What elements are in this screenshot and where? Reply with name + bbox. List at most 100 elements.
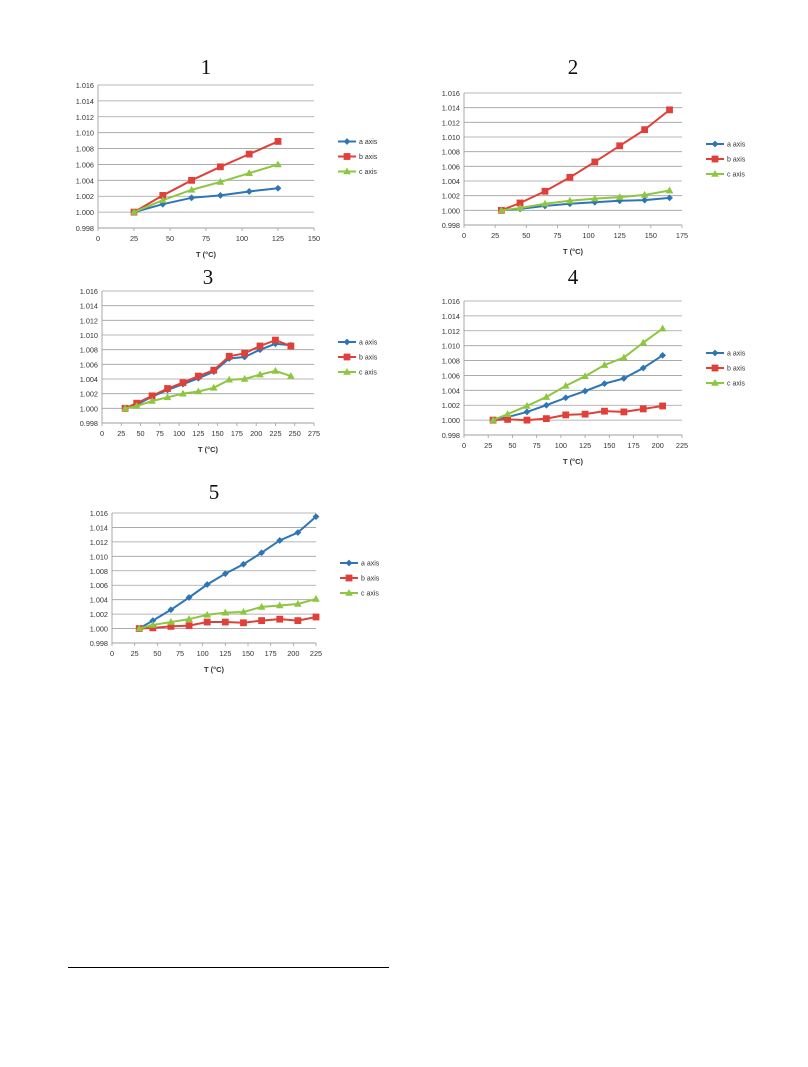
y-tick-label: 1.000 bbox=[442, 416, 460, 425]
data-point-a-axis bbox=[159, 200, 167, 208]
data-point-c-axis bbox=[159, 196, 167, 203]
data-point-b-axis bbox=[148, 392, 156, 400]
data-point-c-axis bbox=[239, 607, 248, 615]
y-tick-label: 1.010 bbox=[90, 552, 108, 561]
data-point-a-axis bbox=[149, 617, 157, 625]
data-point-b-axis bbox=[274, 138, 282, 145]
data-point-b-axis bbox=[666, 106, 673, 114]
data-point-c-axis bbox=[149, 620, 157, 628]
data-point-c-axis bbox=[665, 186, 674, 194]
x-tick-label: 175 bbox=[627, 441, 639, 450]
data-point-a-axis bbox=[542, 401, 550, 409]
data-point-c-axis bbox=[566, 196, 574, 204]
series-line-b-axis bbox=[501, 109, 671, 212]
y-tick-label: 1.008 bbox=[442, 357, 460, 366]
y-tick-label: 1.010 bbox=[80, 331, 98, 340]
data-point-b-axis bbox=[591, 158, 599, 166]
legend-marker bbox=[711, 170, 719, 177]
data-point-a-axis bbox=[294, 529, 302, 536]
x-tick-label: 100 bbox=[236, 234, 248, 243]
x-tick-label: 200 bbox=[652, 441, 664, 450]
data-point-c-axis bbox=[271, 366, 280, 374]
legend-label: b axis bbox=[727, 157, 746, 164]
x-tick-label: 125 bbox=[192, 429, 204, 438]
y-tick-label: 0.998 bbox=[442, 431, 460, 440]
legend-marker bbox=[343, 338, 351, 346]
data-point-c-axis bbox=[294, 600, 302, 607]
data-point-b-axis bbox=[179, 379, 187, 387]
x-tick-label: 175 bbox=[265, 649, 277, 658]
data-point-a-axis bbox=[523, 408, 531, 416]
x-axis-label: T (°C) bbox=[196, 250, 217, 259]
y-tick-label: 1.004 bbox=[76, 176, 94, 185]
y-tick-label: 1.016 bbox=[442, 297, 460, 306]
data-point-b-axis bbox=[245, 150, 253, 158]
data-point-c-axis bbox=[497, 206, 506, 214]
x-tick-label: 225 bbox=[310, 649, 322, 658]
legend-marker bbox=[343, 368, 351, 375]
chart-svg: 1 0.998 1.000 1.002 1.004 1.006 1.008 1.010 1.01… bbox=[76, 55, 378, 259]
legend-label: c axis bbox=[359, 370, 377, 377]
chart-panel-3: 3 0.998 1.000 1.002 1.004 1.006 1.008 1.010 1.01… bbox=[60, 265, 410, 465]
x-tick-label: 25 bbox=[491, 231, 499, 240]
legend-label: c axis bbox=[727, 172, 745, 179]
x-tick-label: 0 bbox=[462, 231, 466, 240]
x-tick-label: 175 bbox=[231, 429, 243, 438]
x-tick-label: 100 bbox=[582, 231, 594, 240]
legend-marker bbox=[345, 574, 353, 582]
data-point-c-axis bbox=[203, 610, 211, 618]
data-point-c-axis bbox=[600, 361, 609, 368]
data-point-b-axis bbox=[159, 192, 167, 199]
y-tick-label: 0.998 bbox=[76, 224, 94, 233]
x-tick-label: 125 bbox=[272, 234, 284, 243]
data-point-a-axis bbox=[221, 570, 229, 578]
x-tick-label: 0 bbox=[110, 649, 114, 658]
x-tick-label: 125 bbox=[579, 441, 591, 450]
x-axis-label: T (°C) bbox=[198, 445, 219, 454]
legend-marker bbox=[343, 353, 351, 361]
data-point-c-axis bbox=[256, 370, 264, 378]
x-tick-label: 50 bbox=[153, 649, 161, 658]
y-tick-label: 1.006 bbox=[80, 360, 98, 369]
data-point-b-axis bbox=[541, 187, 549, 195]
data-point-b-axis bbox=[221, 618, 229, 626]
y-tick-label: 1.000 bbox=[80, 404, 98, 413]
x-tick-label: 125 bbox=[219, 649, 231, 658]
x-tick-label: 100 bbox=[197, 649, 209, 658]
data-point-a-axis bbox=[274, 184, 282, 192]
x-tick-label: 175 bbox=[676, 231, 688, 240]
legend-label: a axis bbox=[361, 561, 380, 568]
legend-marker bbox=[345, 589, 353, 596]
data-point-b-axis bbox=[188, 176, 195, 184]
series-line-b-axis bbox=[493, 404, 663, 422]
data-point-c-axis bbox=[135, 624, 143, 632]
y-tick-label: 1.014 bbox=[90, 523, 108, 532]
chart-panel-2: 2 0.998 1.000 1.002 1.004 1.006 1.008 1.010 1.01… bbox=[420, 55, 770, 265]
x-tick-label: 150 bbox=[645, 231, 657, 240]
data-point-b-axis bbox=[641, 126, 649, 134]
legend-marker bbox=[711, 349, 719, 357]
y-tick-label: 1.006 bbox=[442, 162, 460, 171]
data-point-b-axis bbox=[210, 366, 218, 374]
x-tick-label: 275 bbox=[308, 429, 320, 438]
x-tick-label: 75 bbox=[176, 649, 184, 658]
data-point-b-axis bbox=[562, 411, 570, 419]
x-tick-label: 75 bbox=[156, 429, 164, 438]
x-tick-label: 250 bbox=[289, 429, 301, 438]
y-tick-label: 0.998 bbox=[90, 639, 108, 648]
legend-marker bbox=[343, 138, 351, 145]
data-point-a-axis bbox=[620, 375, 628, 382]
y-tick-label: 1.010 bbox=[76, 129, 94, 138]
x-tick-label: 25 bbox=[130, 234, 138, 243]
data-point-c-axis bbox=[225, 375, 233, 383]
y-tick-label: 1.016 bbox=[442, 89, 460, 98]
chart-title: 4 bbox=[568, 265, 579, 289]
legend-label: a axis bbox=[359, 139, 378, 146]
data-point-c-axis bbox=[163, 393, 172, 401]
data-point-c-axis bbox=[542, 393, 551, 400]
chart-svg: 5 0.998 1.000 1.002 1.004 1.006 1.008 1.010 1.01… bbox=[90, 480, 380, 674]
y-tick-label: 1.006 bbox=[442, 371, 460, 380]
y-tick-label: 1.004 bbox=[442, 177, 460, 186]
data-point-b-axis bbox=[225, 352, 233, 360]
y-tick-label: 1.008 bbox=[442, 148, 460, 157]
